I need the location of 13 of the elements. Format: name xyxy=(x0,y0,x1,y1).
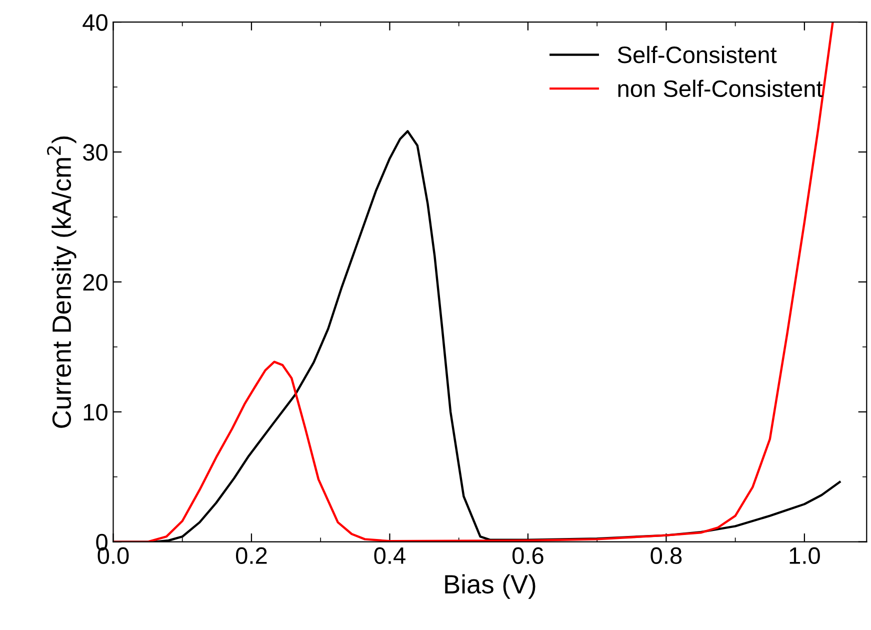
x-tick-label: 0.6 xyxy=(512,547,544,564)
x-tick-label: 0.8 xyxy=(650,547,682,564)
y-tick-label: 40 xyxy=(82,14,108,31)
y-axis-title: Current Density (kA/cm$^{2}$) xyxy=(47,136,76,428)
y-tick-label: 20 xyxy=(83,274,108,291)
y-tick-label: 10 xyxy=(84,404,108,421)
x-tick-label: 1.0 xyxy=(790,547,820,564)
legend-label: non Self-Consistent xyxy=(618,80,823,98)
x-tick-label: 0.4 xyxy=(374,547,406,564)
x-tick-label: 0.2 xyxy=(236,547,267,564)
legend-label: Self-Consistent xyxy=(618,46,777,64)
y-tick-label: 30 xyxy=(83,144,108,161)
x-axis-title: Bias (V) xyxy=(445,574,536,599)
